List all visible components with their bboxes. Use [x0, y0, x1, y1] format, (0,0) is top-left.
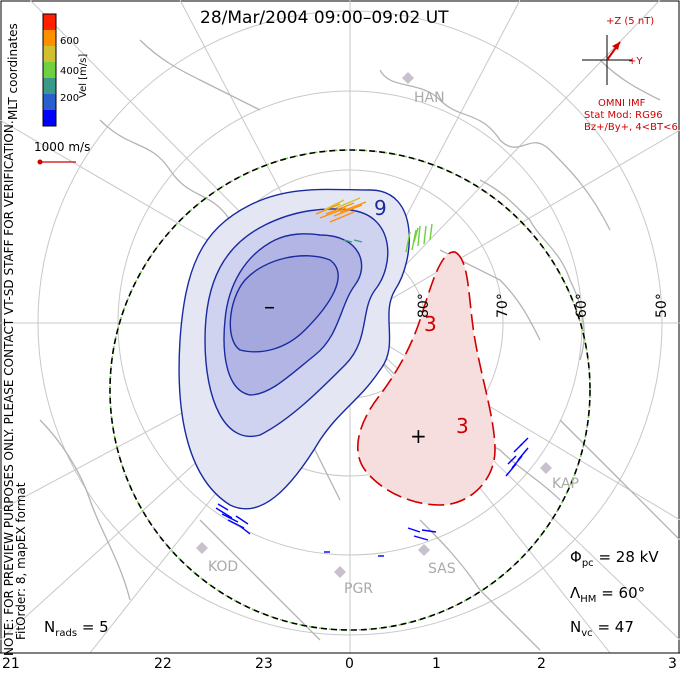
radar-sites — [196, 72, 552, 578]
stat-lambda-hm: ΛHM = 60° — [570, 584, 645, 605]
lat-label-70: 70° — [495, 293, 511, 318]
coastlines — [39, 39, 680, 651]
velocity-vectors — [215, 197, 529, 557]
mlt-tick-1: 1 — [432, 656, 441, 672]
stat-phi-pc-symbol: Φ — [570, 548, 582, 566]
velocity-colorbar — [42, 13, 57, 127]
stat-phi-pc-sub: pc — [581, 558, 594, 569]
colorbar-segment — [43, 62, 56, 79]
stat-n-vc: Nvc = 47 — [570, 618, 634, 639]
stat-n-rads-symbol: N — [44, 618, 56, 636]
negative-center-marker: – — [264, 295, 275, 320]
positive-center-marker: + — [410, 424, 427, 448]
negative-potential-cell — [178, 188, 410, 510]
colorbar-segment — [43, 30, 56, 47]
radar-label-han: HAN — [414, 90, 445, 106]
stat-n-vc-sub: vc — [581, 628, 593, 639]
colorbar-border — [42, 13, 57, 127]
imf-source: OMNI IMF — [598, 98, 646, 109]
fit-order-note: FitOrder: 8, mapEX format — [14, 482, 28, 640]
imf-model-line2: Bz+/By+, 4<BT<6 — [584, 122, 678, 133]
contour-label-positive-1: 3 — [424, 312, 437, 336]
contour-label-negative: 9 — [374, 196, 387, 220]
mlt-tick-2: 2 — [537, 656, 546, 672]
stat-lambda-hm-value: = 60° — [601, 584, 646, 602]
imf-clock — [582, 35, 632, 85]
mlt-tick-23: 23 — [255, 656, 273, 672]
mlt-tick-21: 21 — [2, 656, 20, 672]
imf-y-label: +Y — [628, 56, 643, 67]
positive-potential-cell — [357, 251, 496, 506]
mlt-tick-0: 0 — [345, 656, 354, 672]
stat-n-vc-value: = 47 — [597, 618, 634, 636]
stat-n-vc-symbol: N — [570, 618, 582, 636]
imf-z-label: +Z (5 nT) — [606, 16, 655, 27]
radar-label-pgr: PGR — [344, 581, 374, 597]
radar-label-kod: KOD — [208, 559, 239, 575]
colorbar-label: Vel [m/s] — [78, 53, 89, 98]
radar-label-sas: SAS — [428, 561, 456, 577]
map-title: 28/Mar/2004 09:00–09:02 UT — [200, 8, 449, 28]
colorbar-segment — [43, 78, 56, 95]
hm-boundary-green — [109, 149, 591, 631]
reference-vector-label: 1000 m/s — [34, 140, 91, 154]
colorbar-tick-200: 200 — [60, 93, 80, 104]
colorbar-segment — [43, 46, 56, 63]
colorbar-tick-400: 400 — [60, 66, 80, 77]
stat-n-rads-sub: rads — [55, 628, 78, 639]
mlt-tick-3: 3 — [668, 656, 677, 672]
stat-lambda-hm-symbol: Λ — [570, 584, 581, 602]
stat-n-rads-value: = 5 — [81, 618, 109, 636]
stat-phi-pc: Φpc = 28 kV — [570, 548, 659, 569]
colorbar-segment — [43, 14, 56, 31]
stat-n-rads: Nrads = 5 — [44, 618, 109, 639]
colorbar-segment — [43, 94, 56, 111]
colorbar-tick-600: 600 — [60, 36, 80, 47]
reference-vector — [37, 159, 76, 165]
radar-label-kap: KAP — [552, 476, 579, 492]
mlt-tick-22: 22 — [154, 656, 172, 672]
stat-lambda-hm-sub: HM — [580, 594, 597, 605]
imf-model-line1: Stat Mod: RG96 — [584, 110, 663, 121]
lat-label-50: 50° — [654, 293, 670, 318]
stat-phi-pc-value: = 28 kV — [598, 548, 659, 566]
lat-label-60: 60° — [574, 293, 590, 318]
contour-label-positive-2: 3 — [456, 414, 469, 438]
colorbar-segment — [43, 110, 56, 127]
coordinates-label: MLT coordinates — [6, 23, 20, 120]
